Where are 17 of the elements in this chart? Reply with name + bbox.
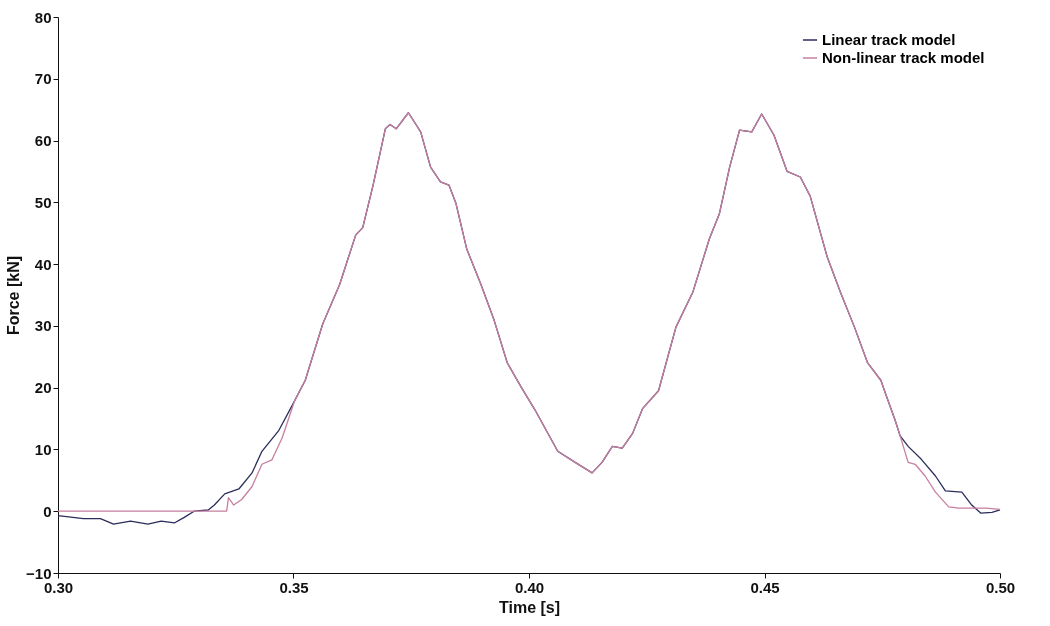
- legend-label: Non-linear track model: [822, 49, 985, 66]
- y-tick-label: 60: [34, 132, 52, 150]
- x-axis-title: Time [s]: [498, 598, 561, 616]
- y-tick-label: 20: [34, 379, 52, 397]
- y-tick-label: 80: [34, 8, 52, 26]
- y-tick-label: 10: [34, 440, 52, 458]
- y-tick-label: 70: [34, 70, 52, 88]
- x-tick-label: 0.35: [279, 578, 309, 596]
- x-tick-label: 0.50: [985, 578, 1016, 596]
- x-tick-label: 0.40: [514, 578, 545, 596]
- y-tick-label: 40: [34, 255, 52, 273]
- y-tick-label: 30: [34, 317, 52, 335]
- y-tick-label: 50: [34, 193, 52, 211]
- y-axis-title: Force [kN]: [5, 255, 23, 336]
- y-tick-label: 0: [43, 502, 52, 520]
- x-tick-label: 0.45: [750, 578, 780, 596]
- legend-label: Linear track model: [822, 31, 956, 48]
